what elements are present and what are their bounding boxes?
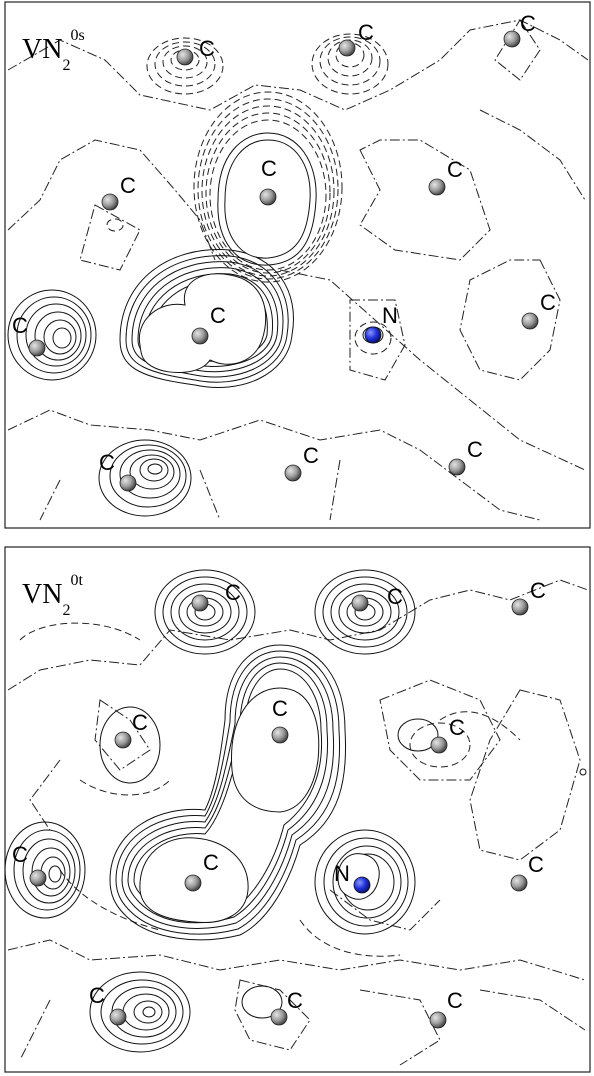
atom-label: C	[520, 11, 536, 36]
carbon-atom	[503, 30, 521, 48]
carbon-atom	[430, 736, 448, 754]
atom-label: C	[99, 450, 115, 475]
carbon-atom	[284, 464, 302, 482]
carbon-atom	[270, 1008, 288, 1026]
panel-title: VN20s	[22, 27, 85, 74]
solid-contours-main	[119, 132, 317, 389]
carbon-atom	[191, 594, 209, 612]
solid-contours-lower-left	[98, 439, 192, 517]
atom-label: C	[12, 313, 28, 338]
panel-title-main: VN	[22, 34, 62, 65]
atom-label: C	[89, 983, 105, 1008]
carbon-atom	[521, 312, 539, 330]
carbon-atom	[114, 731, 132, 749]
atom-label: C	[447, 157, 463, 182]
carbon-atom	[101, 193, 119, 211]
panel-title-superscript: 0t	[70, 572, 83, 589]
atom-label: C	[449, 715, 465, 740]
atom-label: C	[203, 850, 219, 875]
carbon-atom	[351, 594, 369, 612]
carbon-atom	[448, 458, 466, 476]
solid-contours-near-n	[314, 829, 416, 935]
carbon-atom	[271, 726, 289, 744]
atoms: C C C C C C C C N C C C C	[12, 11, 556, 492]
panel-title-main: VN	[22, 579, 62, 610]
nitrogen-atom	[364, 326, 382, 344]
atom-label: C	[447, 988, 463, 1013]
atom-label: C	[210, 303, 226, 328]
atom-label: C	[132, 710, 148, 735]
carbon-atom	[429, 1011, 447, 1029]
panel-vn2-0s: VN20s C C C C C C C C N C C	[4, 1, 591, 529]
carbon-atom	[510, 874, 528, 892]
dashed-contours	[106, 33, 389, 324]
carbon-atom	[29, 869, 47, 887]
atom-label: C	[358, 20, 374, 45]
atom-label: C	[272, 696, 288, 721]
solid-contours-left	[7, 289, 97, 381]
panel-vn2-0t: VN20t C C C C C C C C N C C	[4, 546, 591, 1073]
atom-label: N	[334, 861, 350, 886]
carbon-atom	[428, 178, 446, 196]
panel-frame	[4, 546, 591, 1073]
atom-label: C	[467, 437, 483, 462]
panel-title: VN20t	[22, 572, 83, 619]
nitrogen-atom	[353, 876, 371, 894]
atom-label: C	[261, 156, 277, 181]
carbon-atom	[259, 188, 277, 206]
carbon-atom	[191, 327, 209, 345]
carbon-atom	[28, 339, 46, 357]
atom-label: C	[12, 842, 28, 867]
dashed-contours	[19, 622, 521, 957]
dashdot-contours	[7, 19, 589, 521]
carbon-atom	[109, 1008, 127, 1026]
panel-title-subscript: 2	[62, 57, 70, 74]
atom-label: N	[382, 303, 398, 328]
atom-label: C	[540, 290, 556, 315]
solid-contours-left	[4, 821, 86, 919]
atom-label: C	[530, 578, 546, 603]
panel-frame	[4, 1, 591, 529]
atom-label: C	[225, 580, 241, 605]
carbon-atom	[511, 598, 529, 616]
panel-title-superscript: 0s	[70, 27, 84, 44]
carbon-atom	[338, 39, 356, 57]
atoms: C C C C C C C C N C C C C	[12, 578, 546, 1029]
carbon-atom	[184, 874, 202, 892]
atom-label: C	[199, 36, 215, 61]
carbon-atom	[119, 474, 137, 492]
carbon-atom	[176, 48, 194, 66]
atom-label: C	[387, 584, 403, 609]
dashdot-contours	[7, 579, 589, 1066]
atom-label: C	[303, 443, 319, 468]
atom-label: C	[287, 988, 303, 1013]
atom-label: C	[120, 173, 136, 198]
solid-contours-main	[109, 644, 347, 941]
solid-contours-small	[99, 706, 587, 1019]
panel-title-subscript: 2	[62, 602, 70, 619]
atom-label: C	[528, 852, 544, 877]
